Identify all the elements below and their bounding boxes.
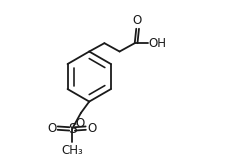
Text: OH: OH bbox=[148, 37, 166, 50]
Text: O: O bbox=[47, 122, 56, 135]
Text: S: S bbox=[68, 122, 76, 136]
Text: CH₃: CH₃ bbox=[61, 144, 83, 157]
Text: O: O bbox=[87, 122, 96, 135]
Text: O: O bbox=[133, 14, 142, 27]
Text: O: O bbox=[75, 117, 84, 130]
